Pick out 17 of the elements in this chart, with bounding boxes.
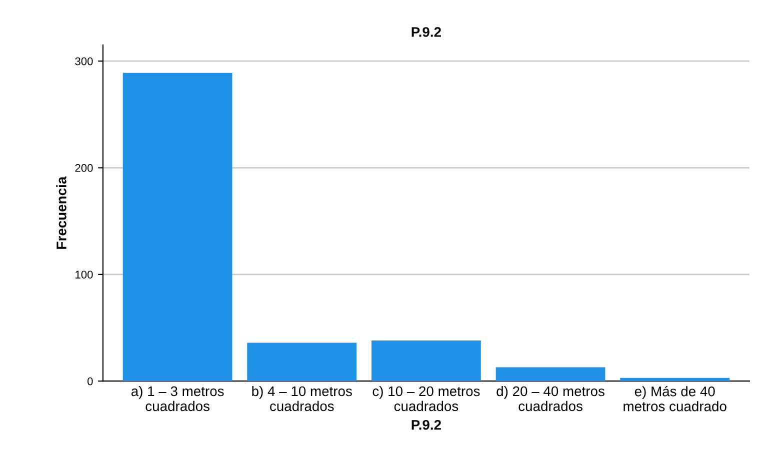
bar	[371, 340, 481, 382]
x-axis-title: P.9.2	[412, 420, 441, 430]
x-tick-label: d) 20 – 40 metros cuadrados	[496, 386, 604, 412]
y-axis-title: Frecuencia	[56, 176, 66, 249]
y-tick-label: 200	[75, 164, 93, 172]
x-tick-label: e) Más de 40 metros cuadrado	[624, 386, 726, 412]
chart-title: P.9.2	[412, 27, 441, 37]
x-tick-label: b) 4 – 10 metros cuadrados	[252, 386, 352, 412]
bar	[247, 342, 357, 382]
bar	[122, 72, 232, 382]
x-tick-label: c) 10 – 20 metros cuadrados	[372, 386, 480, 412]
y-tick-label: 300	[75, 57, 93, 66]
bar	[496, 367, 606, 382]
y-tick-label: 100	[76, 270, 93, 279]
bar	[620, 378, 730, 382]
x-tick-label: a) 1 – 3 metros cuadrados	[131, 386, 224, 412]
y-tick-label: 0	[87, 377, 93, 386]
